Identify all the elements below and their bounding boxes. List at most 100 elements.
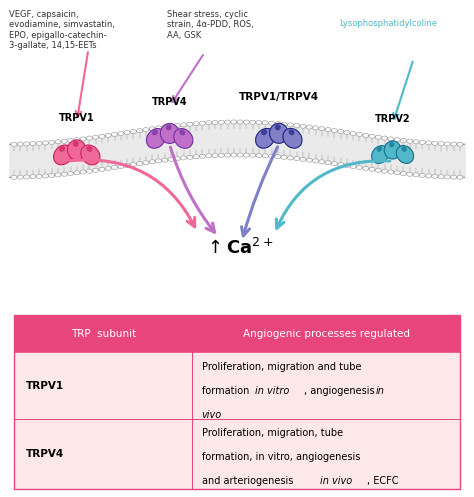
FancyBboxPatch shape xyxy=(192,352,460,419)
Ellipse shape xyxy=(289,129,294,135)
Ellipse shape xyxy=(160,123,179,144)
Text: in vitro: in vitro xyxy=(255,386,290,396)
Circle shape xyxy=(407,172,413,176)
Circle shape xyxy=(419,140,425,145)
Text: , angiogenesis: , angiogenesis xyxy=(304,386,378,396)
Circle shape xyxy=(111,166,118,169)
Circle shape xyxy=(281,122,287,126)
Circle shape xyxy=(162,125,168,129)
Circle shape xyxy=(55,173,61,177)
Circle shape xyxy=(451,175,457,179)
Circle shape xyxy=(269,121,274,125)
Circle shape xyxy=(269,154,274,159)
Circle shape xyxy=(375,168,382,172)
Ellipse shape xyxy=(146,129,165,148)
Circle shape xyxy=(413,173,419,177)
Ellipse shape xyxy=(152,129,158,135)
Circle shape xyxy=(155,126,162,130)
Circle shape xyxy=(426,141,432,145)
Circle shape xyxy=(344,130,350,135)
Circle shape xyxy=(262,121,268,125)
Circle shape xyxy=(149,127,155,131)
Ellipse shape xyxy=(174,129,193,148)
Circle shape xyxy=(124,164,130,167)
Circle shape xyxy=(99,134,105,138)
Circle shape xyxy=(225,153,230,157)
Circle shape xyxy=(212,120,218,125)
Circle shape xyxy=(30,174,36,179)
Circle shape xyxy=(181,123,187,127)
Circle shape xyxy=(219,153,224,158)
Circle shape xyxy=(294,157,300,161)
Ellipse shape xyxy=(59,146,65,152)
Circle shape xyxy=(80,170,86,174)
Ellipse shape xyxy=(401,147,407,152)
Circle shape xyxy=(451,142,457,146)
Circle shape xyxy=(111,132,118,137)
Ellipse shape xyxy=(384,141,401,159)
Circle shape xyxy=(262,154,268,158)
Circle shape xyxy=(193,155,199,159)
Text: , ECFC: , ECFC xyxy=(366,476,398,486)
Circle shape xyxy=(231,153,237,157)
Circle shape xyxy=(375,135,382,139)
Circle shape xyxy=(445,175,450,179)
Circle shape xyxy=(30,142,36,146)
Text: TRP  subunit: TRP subunit xyxy=(71,329,136,339)
Text: in: in xyxy=(376,386,385,396)
Text: Proliferation, migration, tube: Proliferation, migration, tube xyxy=(202,428,343,438)
Circle shape xyxy=(231,120,237,124)
Circle shape xyxy=(168,124,174,128)
Circle shape xyxy=(256,154,262,158)
Circle shape xyxy=(287,123,293,127)
Text: TRPV4: TRPV4 xyxy=(26,449,64,459)
Circle shape xyxy=(337,129,344,134)
Circle shape xyxy=(300,124,306,128)
Circle shape xyxy=(36,174,42,178)
Circle shape xyxy=(105,166,111,170)
Circle shape xyxy=(118,165,124,168)
Circle shape xyxy=(67,138,73,143)
Ellipse shape xyxy=(81,145,100,165)
Text: Proliferation, migration and tube: Proliferation, migration and tube xyxy=(202,362,361,372)
Circle shape xyxy=(356,166,363,169)
Ellipse shape xyxy=(255,128,275,148)
Circle shape xyxy=(17,142,23,146)
Circle shape xyxy=(350,165,356,168)
Circle shape xyxy=(162,158,168,162)
Text: VEGF, capsaicin,
evodiamine, simvastatin,
EPO, epigallo-catechin-
3-gallate, 14,: VEGF, capsaicin, evodiamine, simvastatin… xyxy=(9,10,115,50)
Ellipse shape xyxy=(261,129,267,135)
Circle shape xyxy=(407,139,413,143)
Circle shape xyxy=(49,140,55,145)
Circle shape xyxy=(17,175,23,179)
Circle shape xyxy=(193,122,199,126)
Circle shape xyxy=(319,127,325,131)
Text: in vivo: in vivo xyxy=(320,476,352,486)
Circle shape xyxy=(312,126,319,130)
Circle shape xyxy=(445,142,450,146)
Circle shape xyxy=(275,122,281,126)
Circle shape xyxy=(24,175,29,179)
Circle shape xyxy=(457,142,463,146)
Text: vivo: vivo xyxy=(202,410,222,419)
Circle shape xyxy=(74,138,80,142)
Circle shape xyxy=(149,160,155,164)
Circle shape xyxy=(187,155,193,160)
Circle shape xyxy=(312,159,319,163)
Circle shape xyxy=(36,141,42,145)
Circle shape xyxy=(143,161,149,165)
Ellipse shape xyxy=(86,146,92,152)
Ellipse shape xyxy=(377,147,382,152)
Ellipse shape xyxy=(270,123,288,143)
Circle shape xyxy=(80,137,86,141)
Text: and arteriogenesis: and arteriogenesis xyxy=(202,476,296,486)
Circle shape xyxy=(331,129,337,133)
Circle shape xyxy=(49,173,55,177)
Circle shape xyxy=(388,137,394,141)
Ellipse shape xyxy=(389,142,394,147)
Circle shape xyxy=(130,129,137,134)
Circle shape xyxy=(244,120,249,124)
Circle shape xyxy=(275,155,281,159)
Circle shape xyxy=(155,159,162,163)
Circle shape xyxy=(200,121,205,125)
